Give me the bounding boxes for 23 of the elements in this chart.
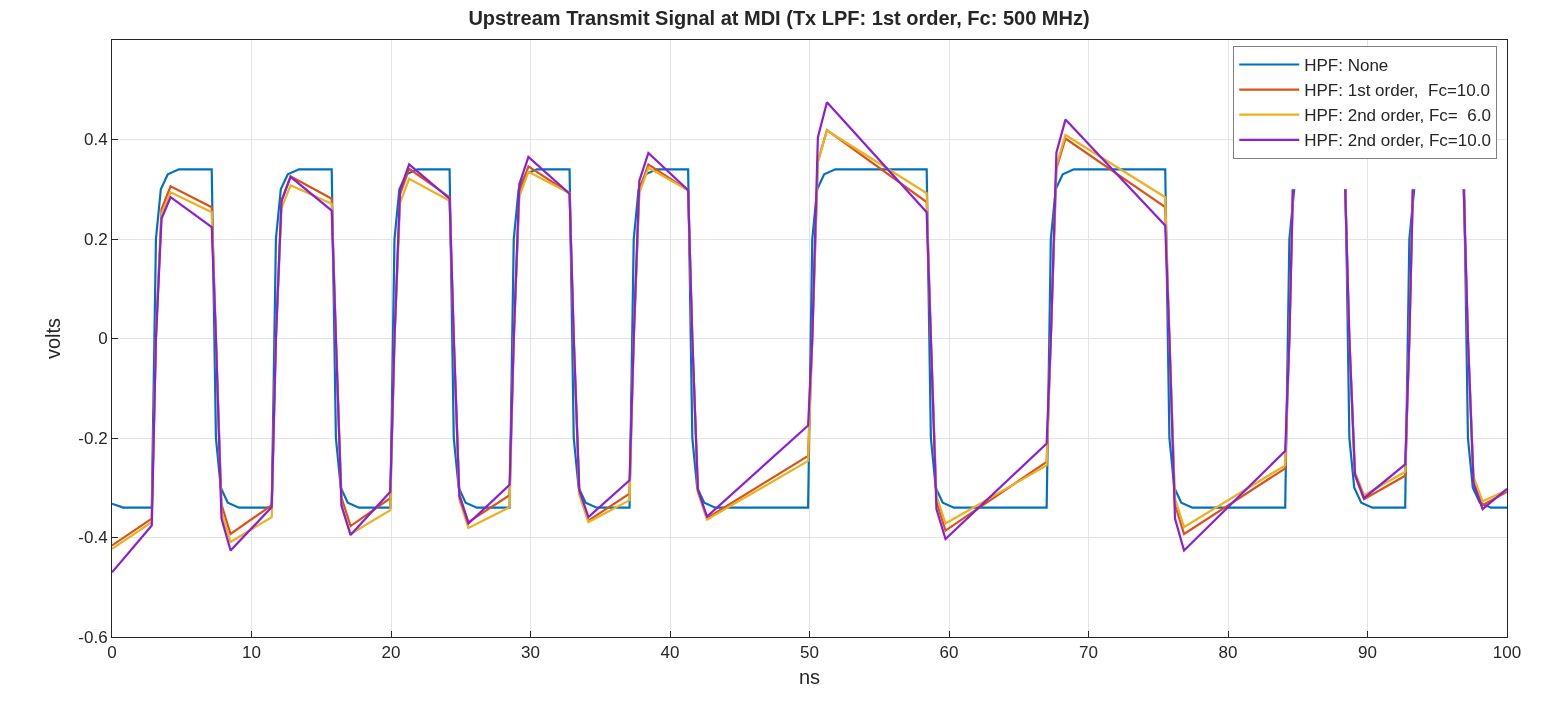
x-tick-label: 100 <box>1492 643 1522 663</box>
x-tick-label: 60 <box>939 643 959 663</box>
legend-label: HPF: 2nd order, Fc= 6.0 <box>1304 106 1491 126</box>
x-tick-label: 30 <box>521 643 540 663</box>
y-tick-label: -0.6 <box>78 627 108 647</box>
x-tick-label: 90 <box>1358 643 1377 663</box>
x-tick-label: 50 <box>800 643 819 663</box>
x-axis-title: ns <box>798 665 821 688</box>
x-tick-label: 80 <box>1218 643 1238 663</box>
legend-label: HPF: 2nd order, Fc=10.0 <box>1304 131 1491 151</box>
x-tick-label: 70 <box>1079 643 1098 663</box>
y-axis-title: volts <box>41 317 64 360</box>
y-tick-label: -0.2 <box>78 428 108 448</box>
x-tick-label: 20 <box>381 643 401 663</box>
y-tick-label: 0.4 <box>83 130 108 150</box>
chart-title: Upstream Transmit Signal at MDI (Tx LPF: 1st order, Fc: 500 MHz) <box>468 6 1090 29</box>
y-tick-label: 0.2 <box>83 229 108 249</box>
y-tick-label: 0 <box>98 329 108 349</box>
x-tick-label: 10 <box>242 643 261 663</box>
y-tick-label: -0.4 <box>78 528 108 548</box>
legend-label: HPF: 1st order, Fc=10.0 <box>1304 81 1490 101</box>
x-tick-label: 40 <box>660 643 680 663</box>
legend-label: HPF: None <box>1304 56 1389 76</box>
